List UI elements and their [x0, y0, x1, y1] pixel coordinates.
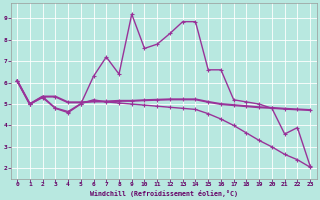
X-axis label: Windchill (Refroidissement éolien,°C): Windchill (Refroidissement éolien,°C)	[90, 190, 238, 197]
